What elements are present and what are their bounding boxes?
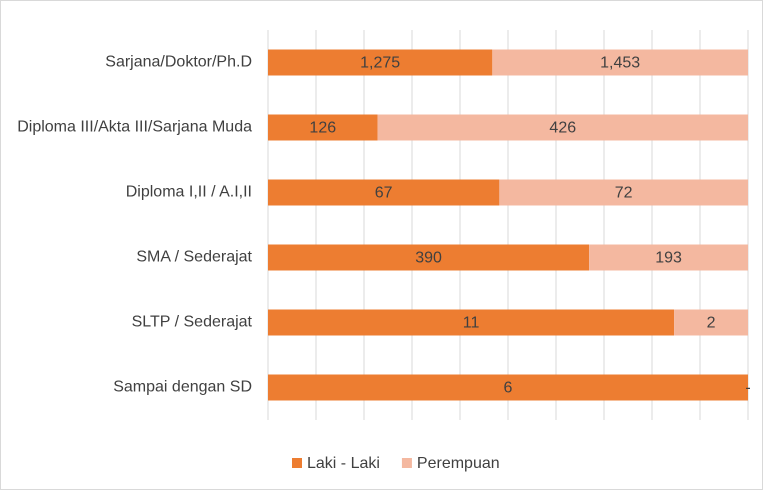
bar-segment [268, 244, 590, 271]
data-label: 1,453 [600, 55, 640, 72]
bar-segment [268, 49, 493, 76]
bar-segment [268, 114, 378, 141]
legend-label: Laki - Laki [307, 455, 380, 472]
bar-segment [674, 309, 748, 336]
bar-segment [268, 309, 675, 336]
bar-segment [268, 179, 500, 206]
legend-swatch [401, 458, 412, 468]
bar-segment [377, 114, 748, 141]
data-label: 11 [463, 315, 480, 332]
data-label: 390 [415, 250, 442, 267]
y-tick-label: Diploma I,II / A.I,II [126, 184, 252, 201]
y-tick-label: Diploma III/Akta III/Sarjana Muda [17, 119, 252, 136]
data-label: 1,275 [360, 55, 400, 72]
bar-segment [499, 179, 748, 206]
y-tick-label: Sarjana/Doktor/Ph.D [105, 54, 252, 71]
data-label: 2 [707, 315, 716, 332]
data-label: 193 [655, 250, 682, 267]
data-label: - [745, 380, 750, 397]
bar-segment [492, 49, 748, 76]
y-tick-label: SMA / Sederajat [136, 249, 252, 266]
legend-label: Perempuan [417, 455, 500, 472]
bar-segment [268, 374, 748, 401]
y-tick-label: Sampai dengan SD [113, 379, 252, 396]
data-label: 6 [504, 380, 513, 397]
data-label: 72 [615, 185, 633, 202]
data-label: 426 [549, 120, 576, 137]
y-tick-label: SLTP / Sederajat [132, 314, 253, 331]
data-label: 67 [375, 185, 393, 202]
data-label: 126 [309, 120, 336, 137]
legend-swatch [292, 458, 302, 468]
bar-segment [589, 244, 748, 271]
